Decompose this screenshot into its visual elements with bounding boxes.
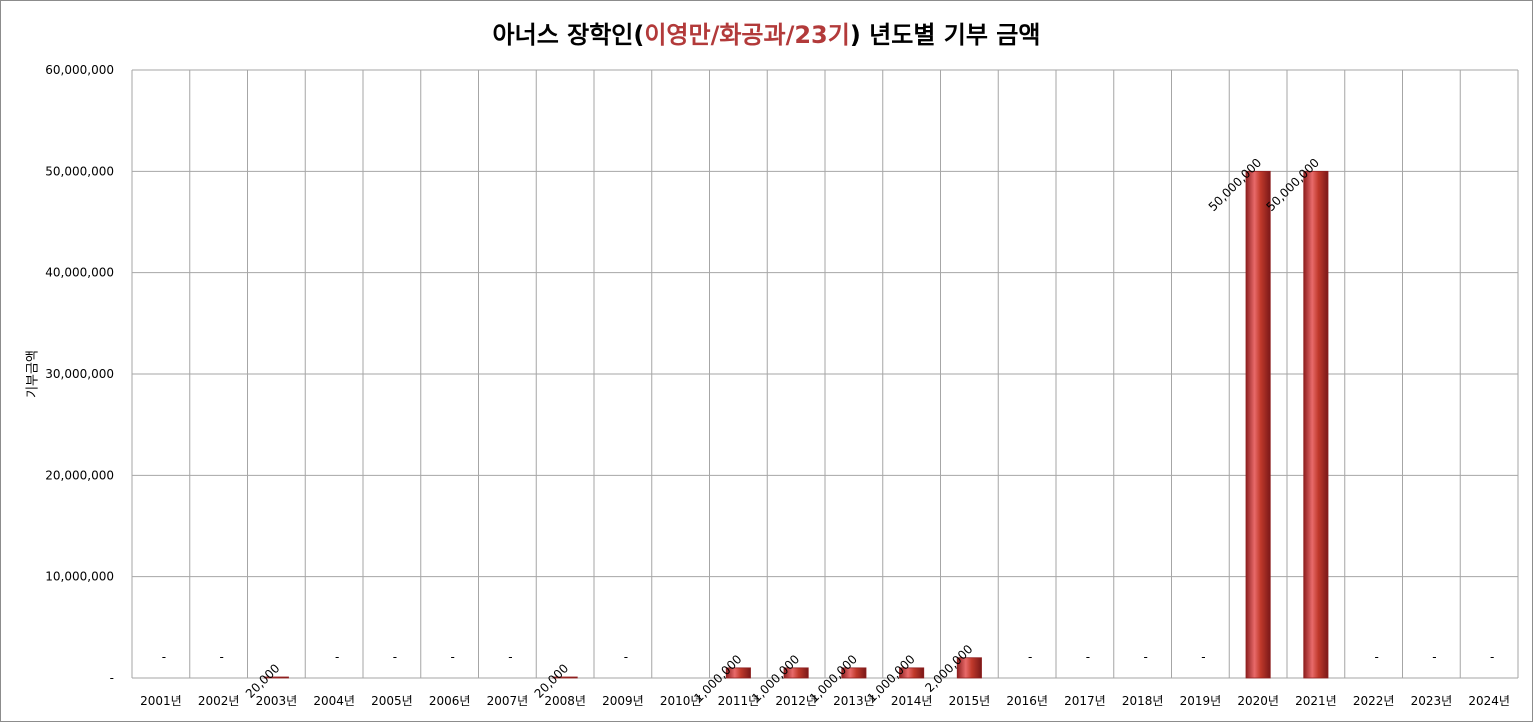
- y-tick-label: 30,000,000: [45, 367, 114, 381]
- bar: [899, 667, 925, 679]
- data-label: -: [450, 650, 454, 664]
- data-label: -: [1201, 650, 1205, 664]
- x-tick-label: 2011년: [718, 694, 760, 708]
- x-tick-label: 2024년: [1468, 694, 1510, 708]
- x-tick-label: 2009년: [602, 694, 644, 708]
- label-layer: - 10,000,000 20,000,000 30,000,000 40,000,00…: [45, 63, 1510, 708]
- y-tick-label: 40,000,000: [45, 266, 114, 280]
- x-tick-label: 2021년: [1295, 694, 1337, 708]
- x-tick-label: 2001년: [140, 694, 182, 708]
- y-tick-label: 20,000,000: [45, 468, 114, 482]
- data-label: -: [624, 650, 628, 664]
- data-label: -: [1374, 650, 1378, 664]
- chart-title-suffix: ) 년도별 기부 금액: [849, 21, 1041, 49]
- y-tick-label: 50,000,000: [45, 164, 114, 178]
- x-tick-label: 2004년: [313, 694, 355, 708]
- x-tick-label: 2003년: [256, 694, 298, 708]
- bar: [1303, 170, 1329, 679]
- data-label: -: [393, 650, 397, 664]
- bar-layer: [263, 170, 1329, 679]
- y-tick-label: -: [110, 671, 114, 685]
- data-label: -: [508, 650, 512, 664]
- bar: [1245, 170, 1271, 679]
- bar: [956, 657, 982, 679]
- bar: [783, 667, 809, 679]
- bar: [841, 667, 867, 679]
- data-label: -: [1086, 650, 1090, 664]
- data-label: -: [219, 650, 223, 664]
- chart-title: 아너스 장학인(이영만/화공과/23기) 년도별 기부 금액: [1, 15, 1532, 50]
- data-label: -: [1490, 650, 1494, 664]
- x-tick-label: 2012년: [775, 694, 817, 708]
- x-tick-label: 2016년: [1006, 694, 1048, 708]
- data-label: -: [335, 650, 339, 664]
- y-tick-label: 10,000,000: [45, 570, 114, 584]
- x-tick-label: 2022년: [1353, 694, 1395, 708]
- chart-title-highlight: 이영만/화공과/23기: [644, 21, 850, 49]
- data-label: -: [162, 650, 166, 664]
- x-tick-label: 2015년: [949, 694, 991, 708]
- grid-layer: [131, 69, 1519, 679]
- x-tick-label: 2023년: [1411, 694, 1453, 708]
- data-label: -: [1143, 650, 1147, 664]
- chart-title-prefix: 아너스 장학인(: [492, 21, 645, 49]
- x-tick-label: 2007년: [487, 694, 529, 708]
- bar: [725, 667, 751, 679]
- x-tick-label: 2019년: [1180, 694, 1222, 708]
- x-tick-label: 2014년: [891, 694, 933, 708]
- x-tick-label: 2008년: [544, 694, 586, 708]
- x-tick-label: 2010년: [660, 694, 702, 708]
- x-tick-label: 2005년: [371, 694, 413, 708]
- x-tick-label: 2002년: [198, 694, 240, 708]
- x-tick-label: 2018년: [1122, 694, 1164, 708]
- bar: [263, 676, 289, 679]
- data-label: -: [1028, 650, 1032, 664]
- data-label: -: [1432, 650, 1436, 664]
- x-tick-label: 2006년: [429, 694, 471, 708]
- x-tick-label: 2020년: [1237, 694, 1279, 708]
- x-tick-label: 2017년: [1064, 694, 1106, 708]
- x-tick-label: 2013년: [833, 694, 875, 708]
- bar: [552, 676, 578, 679]
- y-tick-label: 60,000,000: [45, 63, 114, 77]
